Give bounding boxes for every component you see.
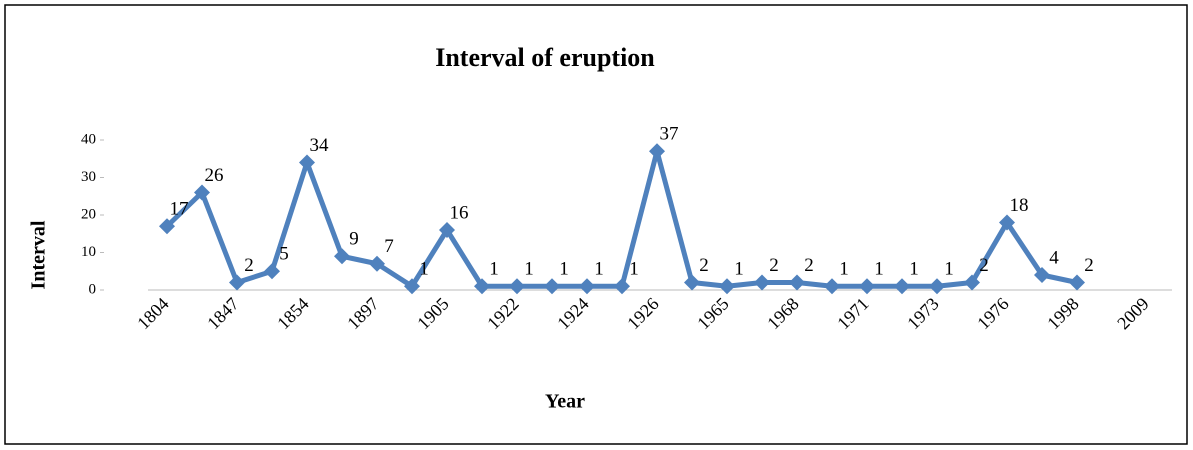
y-tick-label: 10 — [81, 244, 96, 260]
data-label: 2 — [979, 255, 989, 276]
marker — [229, 274, 245, 291]
data-label: 17 — [170, 199, 189, 220]
marker — [544, 278, 560, 295]
data-label: 2 — [244, 255, 254, 276]
marker — [194, 184, 210, 201]
y-tick-label: 20 — [81, 206, 96, 222]
marker — [474, 278, 490, 295]
data-label: 1 — [944, 259, 954, 280]
data-label: 34 — [310, 135, 330, 156]
data-label: 4 — [1049, 247, 1059, 268]
chart-border — [4, 4, 1188, 445]
data-label: 2 — [769, 255, 779, 276]
data-label: 2 — [699, 255, 709, 276]
marker — [614, 278, 630, 295]
data-label: 1 — [524, 259, 534, 280]
data-label: 1 — [559, 259, 569, 280]
marker — [719, 278, 735, 295]
marker — [894, 278, 910, 295]
data-label: 9 — [349, 229, 359, 250]
marker — [999, 214, 1015, 231]
data-label: 1 — [734, 259, 744, 280]
data-label: 37 — [660, 124, 679, 145]
y-tick-label: 0 — [89, 281, 97, 297]
marker — [1069, 274, 1085, 291]
data-label: 1 — [419, 259, 429, 280]
data-label: 26 — [205, 165, 224, 186]
data-label: 2 — [804, 255, 814, 276]
data-label: 1 — [489, 259, 499, 280]
marker — [404, 278, 420, 295]
data-label: 7 — [384, 236, 394, 257]
marker — [929, 278, 945, 295]
data-label: 18 — [1010, 195, 1029, 216]
marker — [299, 154, 315, 171]
marker — [369, 255, 385, 272]
data-label: 5 — [279, 244, 289, 265]
marker — [859, 278, 875, 295]
marker — [789, 274, 805, 291]
marker — [754, 274, 770, 291]
data-label: 1 — [594, 259, 604, 280]
marker — [579, 278, 595, 295]
y-tick-label: 30 — [81, 169, 96, 185]
marker — [824, 278, 840, 295]
data-label: 16 — [450, 202, 469, 223]
marker — [264, 263, 280, 280]
data-label: 1 — [629, 259, 639, 280]
chart-title: Interval of eruption — [435, 43, 655, 72]
data-label: 1 — [874, 259, 884, 280]
y-axis-title: Interval — [28, 220, 50, 289]
marker — [334, 248, 350, 265]
y-tick-label: 40 — [81, 131, 96, 147]
marker — [439, 222, 455, 238]
marker — [649, 143, 665, 160]
marker — [159, 218, 175, 235]
data-label: 1 — [909, 259, 919, 280]
marker — [509, 278, 525, 295]
x-axis-title: Year — [545, 391, 585, 413]
marker — [1034, 267, 1050, 283]
marker — [684, 274, 700, 291]
data-label: 1 — [839, 259, 849, 280]
data-label: 2 — [1084, 255, 1094, 276]
marker — [964, 274, 980, 291]
